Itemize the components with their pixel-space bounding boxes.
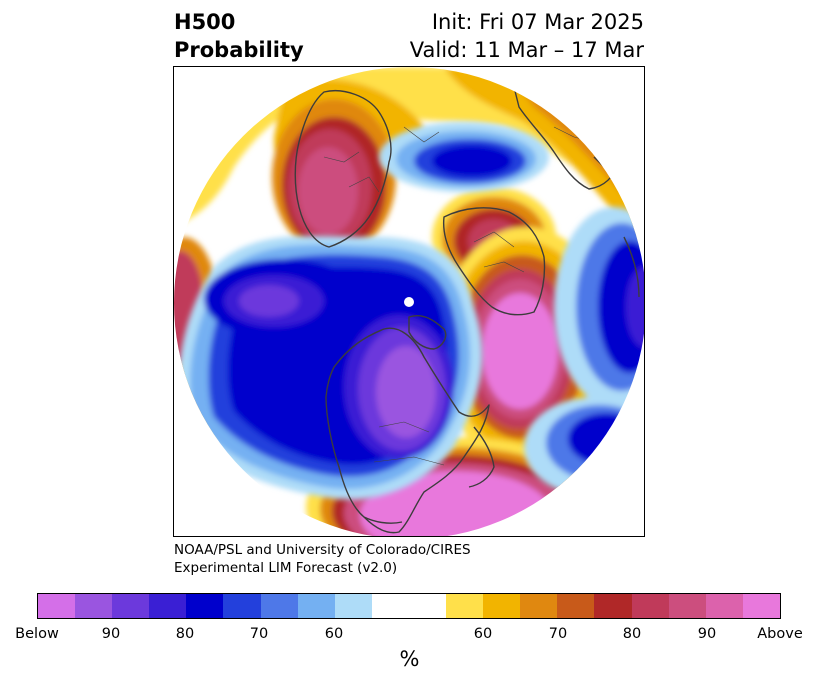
colorbar-unit: % [399,647,420,671]
title-right: Init: Fri 07 Mar 2025 Valid: 11 Mar – 17… [410,8,644,64]
tick-label: 90 [101,626,121,642]
probability-map [174,67,644,536]
colorbar-segment [557,594,595,618]
credit-line-2: Experimental LIM Forecast (v2.0) [174,560,398,576]
product-title: Probability [174,38,304,62]
colorbar-segment [705,594,743,618]
tick-label: 60 [324,626,344,642]
colorbar-segment [446,594,484,618]
colorbar-segment [594,594,632,618]
variable-title: H500 [174,10,236,34]
tick-label: Above [757,626,803,642]
credit-line-1: NOAA/PSL and University of Colorado/CIRE… [174,542,471,558]
colorbar-segment [186,594,224,618]
colorbar-segment [260,594,298,618]
colorbar-segment [742,594,780,618]
colorbar-segment [112,594,150,618]
colorbar [37,593,781,619]
colorbar-segment [38,594,76,618]
colorbar-segment [149,594,187,618]
colorbar-segment [483,594,521,618]
tick-label: 80 [175,626,195,642]
north-pole-marker [404,297,414,307]
tick-label: 70 [548,626,568,642]
tick-label: Below [15,626,59,642]
colorbar-segment [334,594,372,618]
map-panel [173,66,645,537]
colorbar-segment [297,594,335,618]
tick-label: 80 [622,626,642,642]
init-date: Init: Fri 07 Mar 2025 [431,10,644,34]
colorbar-segment [668,594,706,618]
colorbar-segment [371,594,447,618]
valid-range: Valid: 11 Mar – 17 Mar [409,38,644,62]
tick-label: 60 [473,626,493,642]
political-borders [323,126,595,466]
credit-block: NOAA/PSL and University of Colorado/CIRE… [174,541,471,577]
tick-label: 70 [249,626,269,642]
colorbar-segment [631,594,669,618]
tick-label: 90 [697,626,717,642]
colorbar-segment [223,594,261,618]
colorbar-segment [75,594,113,618]
title-left: H500 Probability [174,8,304,64]
colorbar-tick-labels: Below 90 80 70 60 60 70 80 90 Above [0,626,819,646]
colorbar-segment [520,594,558,618]
